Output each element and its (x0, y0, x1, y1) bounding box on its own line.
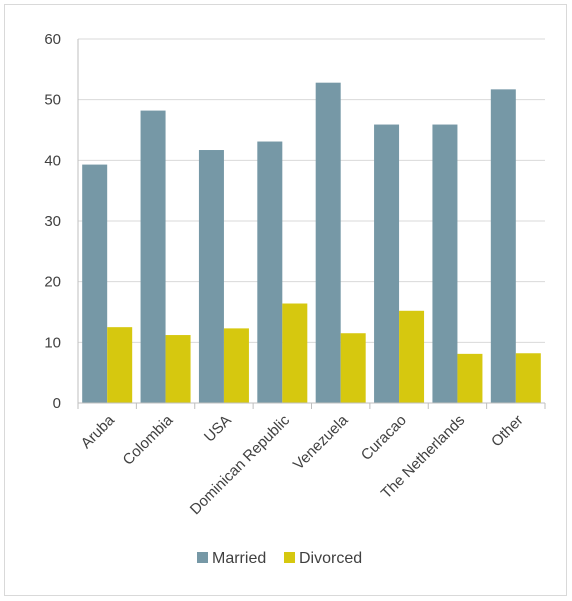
legend: Married Divorced (197, 550, 362, 567)
y-tick-labels: 0 10 20 30 40 50 60 (44, 31, 61, 412)
legend-swatch-married (197, 552, 208, 563)
y-tick-label: 50 (44, 92, 61, 109)
y-tick-label: 20 (44, 274, 61, 291)
legend-swatch-divorced (284, 552, 295, 563)
bar-married-aruba (82, 164, 108, 403)
y-tick-label: 30 (44, 213, 61, 230)
x-tick-label: Venezuela (290, 411, 352, 473)
x-tick-label: Colombia (120, 411, 177, 468)
bar-married-other (490, 89, 516, 403)
bar-divorced-aruba (107, 327, 133, 403)
bar-divorced-colombia (165, 335, 191, 403)
x-tick-label: Dominican Republic (187, 411, 294, 518)
bar-married-usa (198, 150, 224, 403)
bars (82, 82, 541, 404)
bar-married-the-netherlands (432, 124, 458, 403)
bar-divorced-venezuela (340, 333, 366, 403)
y-tick-label: 40 (44, 152, 61, 169)
bar-divorced-curacao (399, 310, 425, 403)
axes (77, 39, 546, 409)
y-tick-label: 60 (44, 31, 61, 48)
bar-married-dominican-republic (257, 141, 283, 403)
legend-label-divorced: Divorced (299, 550, 362, 567)
bar-divorced-usa (223, 328, 249, 403)
bar-divorced-dominican-republic (282, 303, 308, 403)
x-tick-label: Curacao (358, 412, 410, 464)
bar-divorced-other (515, 353, 541, 403)
bar-married-colombia (140, 110, 166, 403)
legend-label-married: Married (212, 550, 266, 567)
y-tick-label: 10 (44, 334, 61, 351)
x-tick-label: USA (201, 412, 235, 446)
x-tick-label: Aruba (78, 411, 119, 452)
y-tick-label: 0 (53, 395, 61, 412)
x-tick-label: Other (488, 412, 527, 451)
bar-divorced-the-netherlands (457, 353, 483, 403)
bar-married-venezuela (315, 82, 341, 404)
bar-married-curacao (374, 124, 400, 403)
